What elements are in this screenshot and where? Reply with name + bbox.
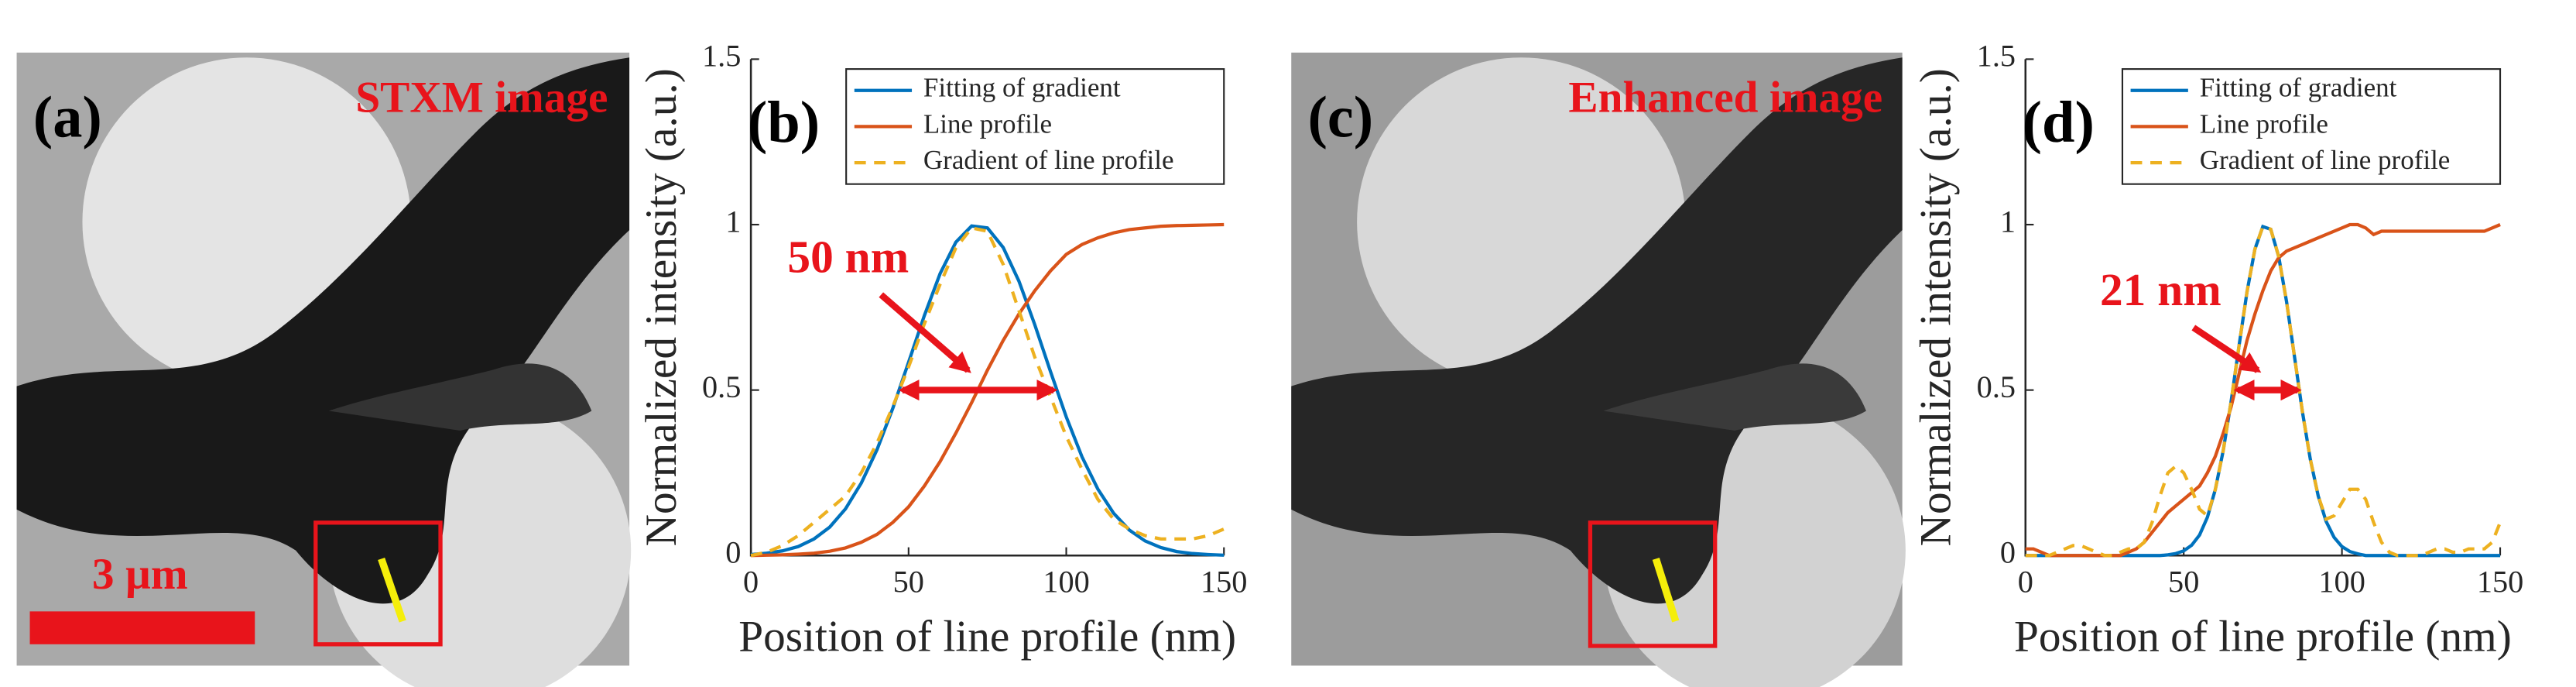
annotation-label: 50 nm xyxy=(787,232,909,283)
legend-label: Fitting of gradient xyxy=(923,73,1121,103)
panel-label: (c) xyxy=(1307,84,1373,150)
y-tick-label: 0 xyxy=(2000,534,2016,569)
y-tick-label: 1 xyxy=(2000,204,2016,239)
x-tick-label: 150 xyxy=(1201,565,1247,599)
image-title: Enhanced image xyxy=(1568,74,1882,122)
legend-label: Gradient of line profile xyxy=(923,145,1174,175)
x-tick-label: 150 xyxy=(2477,565,2523,599)
data-line xyxy=(2025,224,2502,558)
y-tick-label: 1 xyxy=(725,204,741,239)
chart: 0 0.5 1 1.5 0 50 100 150 Position of line profil… xyxy=(1912,39,2524,661)
pointer-arrow xyxy=(2191,325,2262,373)
enhanced-image: (c) Enhanced image xyxy=(1291,52,1906,687)
data-line xyxy=(750,225,1225,558)
x-tick-label: 0 xyxy=(743,565,759,599)
panel-label: (a) xyxy=(33,84,102,150)
chart: 0 0.5 1 1.5 0 50 100 150 Position of line profil… xyxy=(637,39,1248,661)
panel-label: (d) xyxy=(2023,89,2095,155)
y-tick-label: 0.5 xyxy=(702,369,741,404)
legend-label: Line profile xyxy=(2200,108,2328,139)
panel-label: (b) xyxy=(748,89,820,155)
image-title: STXM image xyxy=(355,74,608,122)
x-tick-label: 0 xyxy=(2018,565,2033,599)
legend-label: Line profile xyxy=(923,108,1052,139)
data-line xyxy=(751,222,1225,558)
scale-bar-label: 3 µm xyxy=(92,550,188,599)
x-tick-label: 100 xyxy=(1043,565,1089,599)
x-tick-label: 50 xyxy=(893,565,924,599)
legend-label: Gradient of line profile xyxy=(2200,145,2451,175)
y-tick-label: 0.5 xyxy=(1977,369,2016,404)
y-axis-label: Normalized intensity (a.u.) xyxy=(1912,68,1961,546)
data-line xyxy=(750,224,1225,557)
x-tick-label: 100 xyxy=(2318,565,2365,599)
pointer-arrow xyxy=(879,292,971,373)
y-tick-label: 1.5 xyxy=(702,39,741,74)
y-axis-label: Normalized intensity (a.u.) xyxy=(637,68,686,546)
y-tick-label: 1.5 xyxy=(1977,39,2016,74)
y-tick-label: 0 xyxy=(725,534,741,569)
annotation-label: 21 nm xyxy=(2100,264,2221,315)
x-axis-label: Position of line profile (nm) xyxy=(2014,613,2512,661)
x-axis-label: Position of line profile (nm) xyxy=(738,613,1236,661)
stxm-image: (a) STXM image 3 µm xyxy=(16,52,632,687)
x-tick-label: 50 xyxy=(2168,565,2199,599)
legend-label: Fitting of gradient xyxy=(2200,73,2397,103)
